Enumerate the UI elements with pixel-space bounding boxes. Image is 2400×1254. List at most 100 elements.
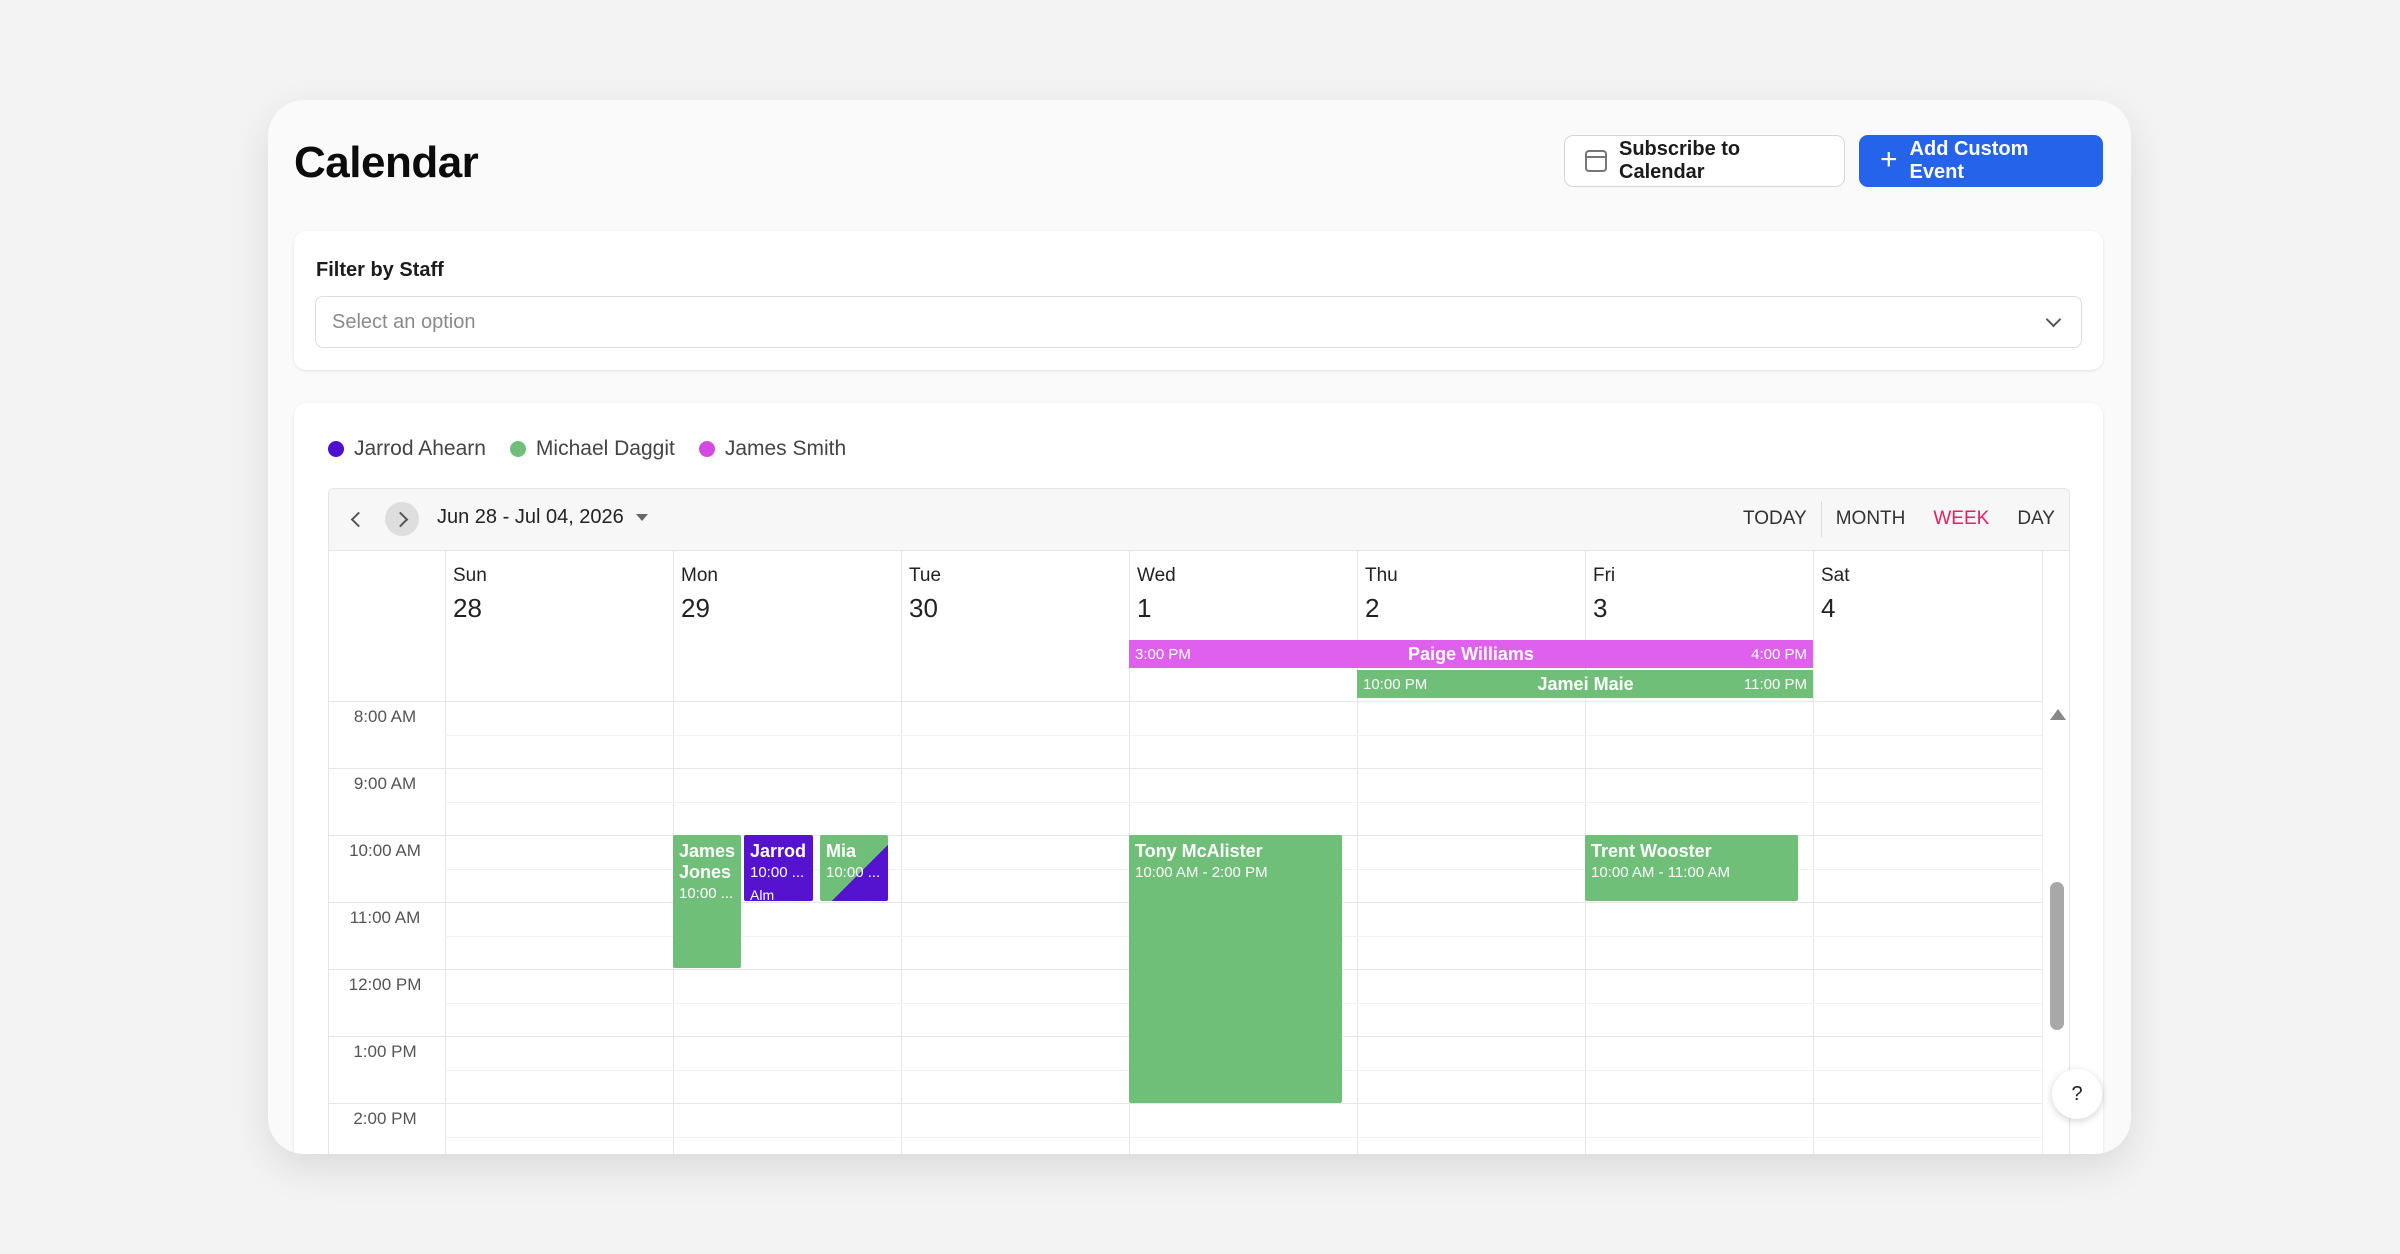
legend-item: Michael Daggit [509, 437, 675, 461]
view-week-button[interactable]: WEEK [1933, 508, 1990, 529]
legend-dot-icon [509, 441, 526, 457]
hour-line [329, 768, 2042, 769]
time-label: 9:00 AM [353, 774, 417, 793]
event-tony-mcalister[interactable]: Tony McAlister 10:00 AM - 2:00 PM [1129, 835, 1342, 1103]
event-title: Jarrod [750, 841, 807, 861]
event-time: 10:00 AM - 2:00 PM [1135, 864, 1268, 881]
column-divider [1813, 701, 1814, 1154]
filter-label: Filter by Staff [316, 259, 444, 281]
day-header-mon[interactable]: Mon 29 [673, 551, 901, 701]
day-number: 4 [1821, 593, 1836, 623]
page-title: Calendar [294, 138, 479, 187]
event-start-time: 10:00 PM [1363, 675, 1428, 693]
event-end-time: 11:00 PM [1743, 675, 1807, 693]
day-header-tue[interactable]: Tue 30 [901, 551, 1129, 701]
hour-line [329, 1103, 2042, 1104]
column-divider [1585, 701, 1586, 1154]
view-switcher: TODAY MONTH WEEK DAY [1729, 489, 2069, 549]
event-start-time: 3:00 PM [1135, 645, 1191, 663]
event-time: 10:00 ... [826, 864, 881, 881]
time-label: 11:00 AM [349, 908, 421, 927]
today-button[interactable]: TODAY [1729, 501, 1822, 537]
column-divider [445, 701, 446, 1154]
day-name: Mon [681, 565, 718, 586]
half-hour-line [445, 802, 2042, 803]
half-hour-line [445, 735, 2042, 736]
legend-item: James Smith [698, 437, 847, 461]
calendar-panel: Jarrod Ahearn Michael Daggit James Smith… [294, 403, 2103, 1154]
legend-dot-icon [328, 441, 344, 457]
event-mia[interactable]: Mia 10:00 ... [820, 835, 888, 901]
day-header-sat[interactable]: Sat 4 [1813, 551, 2044, 701]
day-header-fri[interactable]: Fri 3 [1585, 551, 1813, 701]
day-header-thu[interactable]: Thu 2 [1357, 551, 1585, 701]
event-james-jones[interactable]: James Jones 10:00 ... [673, 835, 741, 968]
event-trent-wooster[interactable]: Trent Wooster 10:00 AM - 11:00 AM [1585, 835, 1798, 901]
next-week-button[interactable] [385, 502, 419, 536]
day-name: Fri [1593, 565, 1616, 586]
day-header-sun[interactable]: Sun 28 [445, 551, 673, 701]
scroll-up-icon[interactable] [2050, 709, 2066, 720]
day-name: Tue [909, 565, 942, 586]
event-end-time: 4:00 PM [1751, 645, 1807, 663]
time-label: 2:00 PM [353, 1109, 417, 1128]
scroll-thumb[interactable] [2050, 882, 2064, 1030]
event-title: Tony McAlister [1135, 841, 1263, 861]
event-time: 10:00 AM - 11:00 AM [1591, 864, 1730, 881]
allday-divider [329, 701, 2042, 702]
legend-dot-icon [698, 441, 715, 457]
legend-item: Jarrod Ahearn [328, 437, 486, 461]
event-title: James Jones [679, 841, 736, 882]
header-scroll-gap [2042, 551, 2069, 701]
day-number: 2 [1365, 593, 1380, 623]
day-name: Wed [1137, 565, 1176, 586]
grid-scrollbar[interactable] [2042, 701, 2069, 1154]
time-label: 10:00 AM [349, 841, 421, 860]
event-title: Jamei Maie [1537, 673, 1634, 694]
event-subtitle: Alm [750, 887, 775, 901]
day-number: 28 [453, 593, 482, 623]
legend-label: Michael Daggit [535, 437, 675, 460]
prev-week-button[interactable] [339, 502, 373, 536]
date-range-label: Jun 28 - Jul 04, 2026 [437, 506, 624, 528]
day-number: 29 [681, 593, 710, 623]
add-custom-event-button[interactable]: + Add Custom Event [1859, 135, 2103, 187]
event-time: 10:00 ... [679, 885, 734, 902]
caret-down-icon [635, 514, 648, 521]
chevron-left-icon [350, 511, 366, 527]
chevron-down-icon [2045, 311, 2062, 328]
day-number: 1 [1137, 593, 1152, 623]
time-label: 8:00 AM [353, 707, 417, 726]
half-hour-line [445, 1137, 2042, 1138]
subscribe-calendar-button[interactable]: Subscribe to Calendar [1564, 135, 1845, 187]
help-button[interactable]: ? [2052, 1069, 2102, 1119]
allday-event-jamei-maie[interactable]: 10:00 PM Jamei Maie 11:00 PM [1357, 670, 1813, 698]
day-number: 3 [1593, 593, 1608, 623]
calendar-toolbar: Jun 28 - Jul 04, 2026 TODAY MONTH WEEK D… [328, 488, 2070, 550]
legend-label: James Smith [724, 437, 847, 460]
staff-legend: Jarrod Ahearn Michael Daggit James Smith [328, 437, 846, 461]
day-number: 30 [909, 593, 938, 623]
column-divider [1357, 701, 1358, 1154]
staff-select[interactable]: Select an option [315, 296, 2082, 348]
column-divider [901, 701, 902, 1154]
event-jarrod[interactable]: Jarrod 10:00 ... Alm [744, 835, 813, 901]
staff-select-placeholder: Select an option [332, 310, 476, 333]
add-custom-event-label: Add Custom Event [1909, 138, 2029, 183]
day-name: Sun [453, 565, 487, 586]
plus-icon: + [1880, 142, 1898, 176]
allday-event-paige-williams[interactable]: 3:00 PM Paige Williams 4:00 PM [1129, 640, 1813, 668]
date-range-picker[interactable]: Jun 28 - Jul 04, 2026 [437, 506, 648, 529]
time-label: 1:00 PM [353, 1042, 417, 1061]
view-day-button[interactable]: DAY [2017, 508, 2055, 529]
filter-panel: Filter by Staff Select an option [294, 231, 2103, 370]
week-grid: Sun 28 Mon 29 Tue 30 Wed 1 Thu 2 Fri 3 [328, 550, 2070, 1154]
view-month-button[interactable]: MONTH [1835, 508, 1906, 529]
event-title: Trent Wooster [1591, 841, 1712, 861]
event-time: 10:00 ... [750, 864, 805, 881]
time-label: 12:00 PM [348, 975, 422, 994]
calendar-card: Calendar Subscribe to Calendar + Add Cus… [268, 100, 2131, 1154]
day-header-wed[interactable]: Wed 1 [1129, 551, 1357, 701]
chevron-right-icon [392, 511, 408, 527]
subscribe-calendar-label: Subscribe to Calendar [1619, 138, 1741, 183]
